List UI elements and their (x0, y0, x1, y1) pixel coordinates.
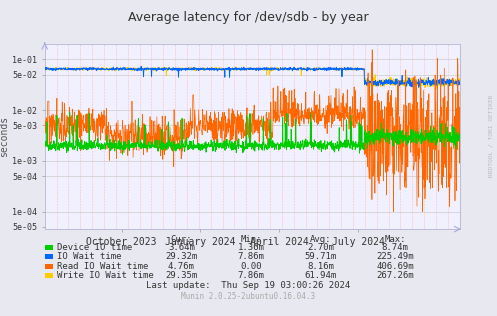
Text: 4.76m: 4.76m (168, 262, 195, 270)
Text: Munin 2.0.25-2ubuntu0.16.04.3: Munin 2.0.25-2ubuntu0.16.04.3 (181, 292, 316, 301)
Text: Avg:: Avg: (310, 235, 331, 244)
Text: Last update:  Thu Sep 19 03:00:26 2024: Last update: Thu Sep 19 03:00:26 2024 (147, 281, 350, 290)
Text: 7.86m: 7.86m (238, 271, 264, 280)
Text: 0.00: 0.00 (240, 262, 262, 270)
Text: 8.16m: 8.16m (307, 262, 334, 270)
Text: 29.32m: 29.32m (166, 252, 197, 261)
Text: 1.36m: 1.36m (238, 243, 264, 252)
Text: 225.49m: 225.49m (376, 252, 414, 261)
Text: 267.26m: 267.26m (376, 271, 414, 280)
Text: Cur:: Cur: (170, 235, 192, 244)
Text: IO Wait time: IO Wait time (57, 252, 122, 261)
Text: Max:: Max: (384, 235, 406, 244)
Text: 8.74m: 8.74m (382, 243, 409, 252)
Text: 61.94m: 61.94m (305, 271, 336, 280)
Text: Read IO Wait time: Read IO Wait time (57, 262, 149, 270)
Text: 406.69m: 406.69m (376, 262, 414, 270)
Text: 2.70m: 2.70m (307, 243, 334, 252)
Text: Device IO time: Device IO time (57, 243, 132, 252)
Text: 29.35m: 29.35m (166, 271, 197, 280)
Text: Write IO Wait time: Write IO Wait time (57, 271, 154, 280)
Text: Average latency for /dev/sdb - by year: Average latency for /dev/sdb - by year (128, 11, 369, 24)
Y-axis label: seconds: seconds (0, 116, 9, 157)
Text: 7.86m: 7.86m (238, 252, 264, 261)
Text: Min:: Min: (240, 235, 262, 244)
Text: 59.71m: 59.71m (305, 252, 336, 261)
Text: RRDTOOL / TOBI OETIKER: RRDTOOL / TOBI OETIKER (489, 94, 494, 177)
Text: 3.64m: 3.64m (168, 243, 195, 252)
